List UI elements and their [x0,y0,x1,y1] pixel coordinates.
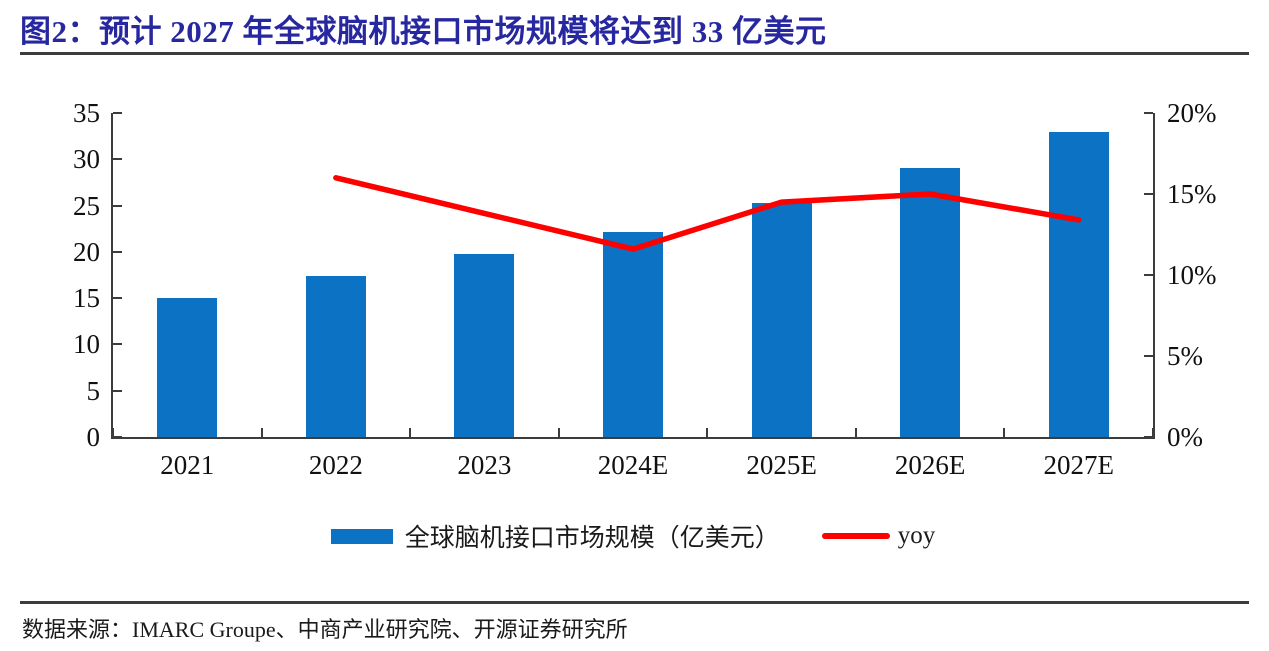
bar-2025E [751,202,812,437]
x-axis-tick [260,428,263,437]
y-axis-left-tick-label: 30 [73,144,100,175]
title-divider [20,52,1249,55]
legend-item-yoy: yoy [821,522,936,550]
y-axis-right-tick-label: 10% [1167,260,1217,290]
y-axis-right-tick [1144,436,1153,438]
x-axis-tick [1152,428,1154,437]
bar-2024E [603,232,663,437]
data-source-note: 数据来源：IMARC Groupe、中商产业研究院、开源证券研究所 [22,617,628,642]
y-axis-right [1153,113,1155,437]
x-axis-tick [1003,428,1006,437]
bar-2027E [1048,131,1109,437]
bar-2021 [157,298,218,437]
bar-2026E [900,167,961,437]
y-axis-left-tick-label: 35 [73,98,100,128]
x-axis-category-label: 2023 [457,450,512,480]
y-axis-left-tick [113,112,122,114]
figure-title: 图2：预计 2027 年全球脑机接口市场规模将达到 33 亿美元 [20,14,827,49]
bar-series-swatch [330,528,393,544]
y-axis-left-tick-label: 5 [86,375,101,406]
bar-2022 [305,275,366,437]
yoy-polyline [333,175,1082,252]
y-axis-left-tick [113,343,122,346]
y-axis-right-tick [1144,112,1153,114]
y-axis-left-tick-label: 25 [73,190,100,221]
y-axis-left-tick-label: 20 [73,236,100,267]
y-axis-left-tick [113,436,122,438]
y-axis-right-tick [1144,355,1153,357]
x-axis-category-label: 2026E [894,450,966,480]
x-axis-category-label: 2025E [746,450,817,480]
y-axis-left-tick [113,389,122,392]
yoy-line-series [333,175,1082,252]
line-series-label: yoy [897,522,936,549]
y-axis-left [111,113,113,437]
y-axis-left-tick-label: 15 [73,283,100,314]
x-axis [111,437,1155,439]
y-axis-right-tick-label: 20% [1167,98,1217,128]
chart-legend: 全球脑机接口市场规模（亿美元） yoy [113,520,1153,552]
x-axis-tick [409,428,412,437]
y-axis-left-tick [113,158,122,161]
x-axis-category-label: 2024E [597,450,669,480]
x-axis-tick [112,428,114,437]
y-axis-left-tick [113,250,122,253]
x-axis-tick [557,428,560,437]
x-axis-category-label: 2027E [1043,450,1114,480]
y-axis-left-tick-label: 10 [73,329,100,360]
y-axis-right-tick-label: 15% [1167,179,1217,209]
x-axis-category-label: 2022 [308,450,363,480]
source-divider [20,601,1249,604]
y-axis-left-tick [113,297,122,300]
bar-series-label: 全球脑机接口市场规模（亿美元） [404,525,780,552]
bar-2023 [454,253,515,437]
line-series-swatch [821,533,890,539]
y-axis-right-tick [1144,193,1153,195]
x-axis-tick [706,428,709,437]
x-axis-category-label: 2021 [160,450,215,480]
y-axis-right-tick-label: 0% [1167,422,1203,452]
y-axis-right-tick [1144,274,1153,276]
y-axis-right-tick-label: 5% [1167,341,1203,371]
y-axis-left-tick [113,204,122,207]
legend-item-market-size: 全球脑机接口市场规模（亿美元） [330,518,780,554]
x-axis-tick [854,428,857,437]
y-axis-left-tick-label: 0 [86,422,101,452]
